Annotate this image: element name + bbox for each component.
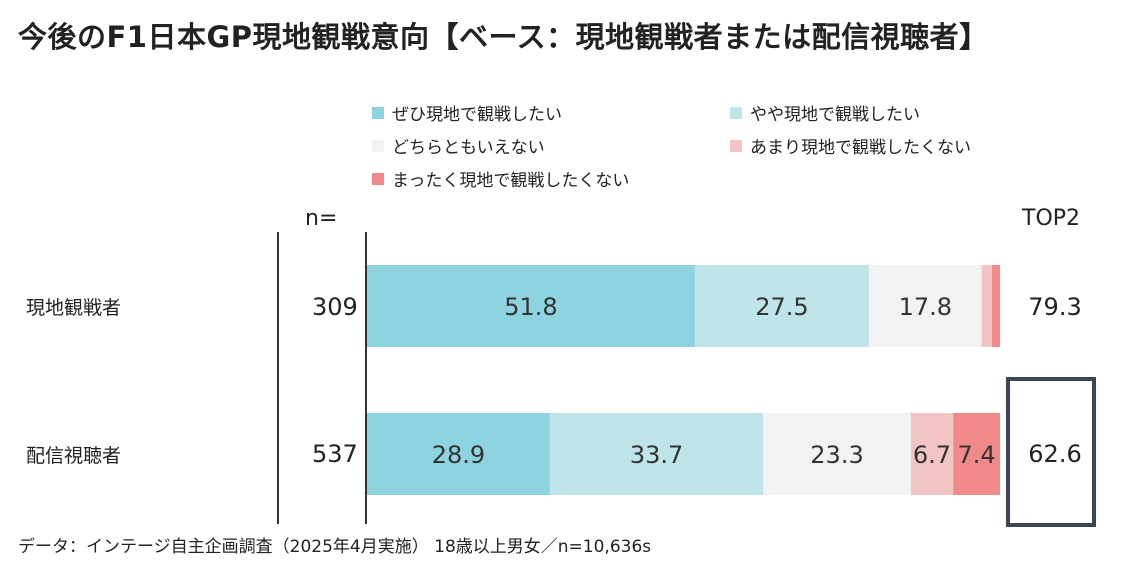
bar-data-label: 28.9 (432, 441, 485, 469)
bar-segment (953, 413, 1000, 495)
legend-item: あまり現地で観戦したくない (730, 133, 971, 158)
bar-data-label: 23.3 (810, 441, 863, 469)
bar-data-label: 33.7 (630, 441, 683, 469)
bar-segment (868, 265, 982, 347)
top2-header: TOP2 (1022, 206, 1081, 231)
footnote: データ：インテージ自主企画調査（2025年4月実施） 18歳以上男女／n=10,… (18, 537, 652, 557)
axis-line (365, 232, 367, 524)
bar-segment (981, 265, 992, 347)
category-label: 配信視聴者 (26, 445, 122, 467)
legend-item: ぜひ現地で観戦したい (372, 100, 562, 125)
legend-swatch (730, 106, 742, 119)
n-value: 309 (312, 293, 358, 321)
bar-data-label: 27.5 (755, 293, 808, 321)
legend-item: まったく現地で観戦したくない (372, 166, 629, 191)
bar-segment (367, 265, 695, 347)
bar-segment (694, 265, 869, 347)
bar-segment (991, 265, 1000, 347)
legend-label: やや現地で観戦したい (750, 105, 920, 125)
legend-swatch (372, 172, 384, 185)
legend-label: ぜひ現地で観戦したい (392, 105, 562, 125)
top2-value: 62.6 (1028, 440, 1082, 468)
legend-swatch (730, 139, 742, 152)
category-label: 現地観戦者 (26, 297, 122, 319)
legend-label: まったく現地で観戦したくない (392, 171, 630, 191)
bar-data-label: 6.7 (913, 441, 951, 469)
legend-item: やや現地で観戦したい (730, 100, 920, 125)
bar-segment (367, 413, 550, 495)
bar-segment (910, 413, 954, 495)
legend-swatch (372, 106, 384, 119)
top2-value: 79.3 (1028, 293, 1082, 321)
bar-data-label: 17.8 (899, 293, 952, 321)
legend-label: どちらともいえない (392, 138, 545, 158)
bar-segment (763, 413, 911, 495)
legend-swatch (372, 139, 384, 152)
n-header: n= (305, 206, 338, 231)
legend-label: あまり現地で観戦したくない (750, 138, 971, 158)
chart-title: 今後のF1日本GP現地観戦意向【ベース：現地観戦者または配信視聴者】 (18, 20, 989, 54)
top2-highlight-box (1006, 377, 1096, 527)
bar-data-label: 51.8 (504, 293, 557, 321)
n-value: 537 (312, 440, 358, 468)
bar-segment (549, 413, 764, 495)
legend-item: どちらともいえない (372, 133, 545, 158)
bar-data-label: 7.4 (957, 441, 995, 469)
divider-line-left (277, 232, 279, 524)
